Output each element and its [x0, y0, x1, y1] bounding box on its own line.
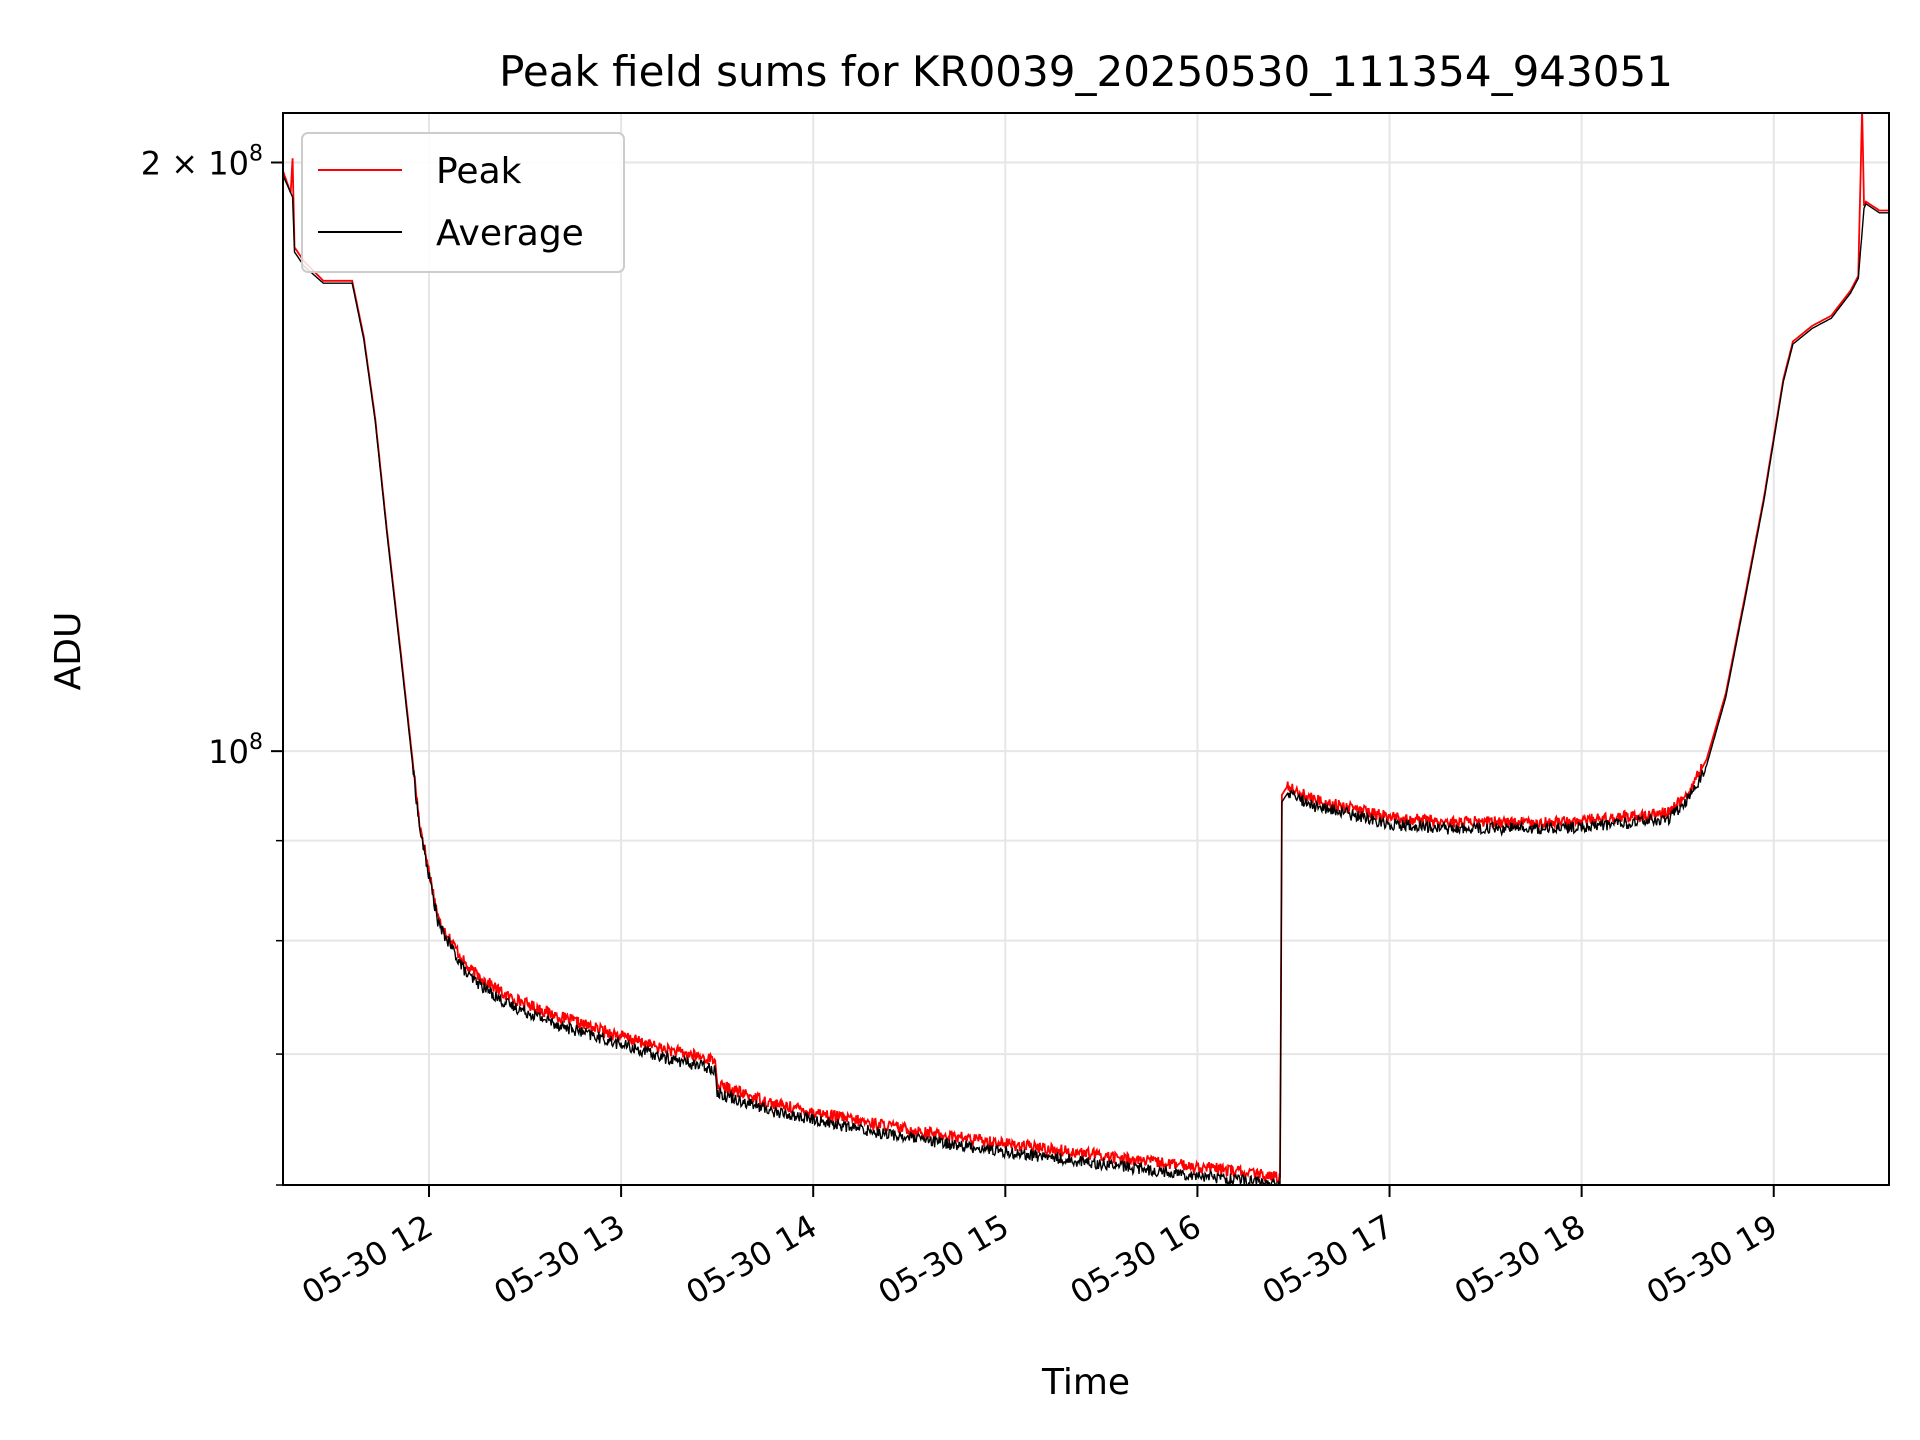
chart-title: Peak field sums for KR0039_20250530_1113… — [499, 47, 1673, 96]
y-axis-label: ADU — [48, 612, 89, 691]
series-line-average — [283, 175, 1889, 1185]
y-tick-label: 2 × 108 — [141, 141, 263, 182]
legend-label-average: Average — [436, 213, 584, 254]
x-axis-label: Time — [1041, 1362, 1130, 1403]
y-tick-label-multiplier: 2 × — [141, 144, 209, 182]
plot-frame — [282, 112, 1890, 1186]
y-tick-label: 108 — [208, 730, 263, 771]
series-line-peak — [283, 113, 1889, 1185]
y-tick-label-base: 10 — [208, 144, 249, 182]
legend-box — [301, 132, 625, 273]
y-tick-label-base: 10 — [208, 733, 249, 771]
series-layer — [283, 113, 1889, 1185]
y-tick-label-exponent: 8 — [249, 141, 263, 166]
legend-label-peak: Peak — [436, 151, 522, 192]
y-tick-label-exponent: 8 — [249, 730, 263, 755]
legend: Peak Average — [301, 132, 625, 273]
